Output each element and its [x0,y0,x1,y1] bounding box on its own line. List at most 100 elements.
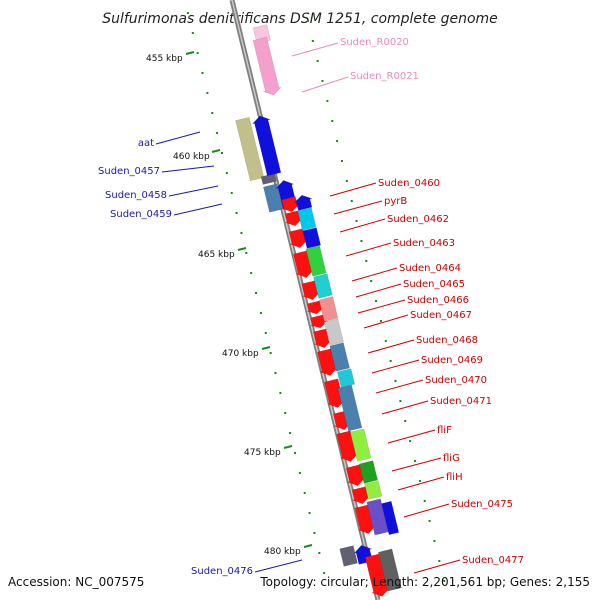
kbp-marker-label: 455 kbp [146,54,183,64]
gene-feature [377,548,402,592]
genome-summary-text: Topology: circular; Length: 2,201,561 bp… [259,575,590,589]
tick-mark [274,372,277,374]
gene-label: Suden_0457 [98,166,160,177]
label-leader-line [355,283,402,298]
gene-label: Suden_0475 [451,499,513,510]
tick-mark [303,492,306,494]
gene-feature [336,368,356,388]
label-leader-line [301,76,349,93]
kbp-scale: 455 kbp 460 kbp 465 kbp 470 kbp 475 kbp 480 k… [146,51,313,557]
tick-mark [365,260,368,262]
tick-mark [404,420,407,422]
rna-feature [252,36,282,96]
label-leader-line [339,218,386,233]
tick-track [186,12,446,582]
gene-label: Suden_0476 [191,566,253,577]
label-leader-line [387,429,436,444]
gene-label: fliF [437,425,452,436]
tick-mark [360,240,363,242]
tick-mark [259,312,262,314]
gene-label: Suden_0471 [430,396,492,407]
tick-mark [340,160,343,162]
gene-label: Suden_0466 [407,295,469,306]
kbp-tick [261,346,271,350]
gene-label: Suden_0469 [421,355,483,366]
gene-feature [364,480,383,500]
gene-labels: aat Suden_0457 Suden_0458 Suden_0459 Suden_0… [98,37,524,577]
tick-mark [326,100,329,102]
tick-mark [269,352,272,354]
kbp-tick [283,445,293,449]
tick-mark [220,152,223,154]
tick-mark [336,140,339,142]
tick-mark [350,200,353,202]
label-leader-line [173,203,223,216]
tick-mark [318,552,321,554]
kbp-tick [211,149,221,153]
gene-feature [293,194,313,211]
label-leader-line [345,242,392,257]
tick-mark [423,500,426,502]
accession-text: Accession: NC_007575 [8,575,144,589]
label-leader-line [363,314,409,329]
gene-feature [358,460,378,484]
label-leader-line [329,182,377,197]
kbp-tick [185,51,195,55]
label-leader-line [168,185,219,197]
gene-feature [305,245,327,277]
tick-mark [240,232,243,234]
tick-mark [235,212,238,214]
tick-mark [306,20,309,22]
tick-mark [264,332,267,334]
tick-mark [186,12,189,14]
kbp-tick [237,247,247,251]
tick-mark [345,180,348,182]
gene-label: Suden_R0021 [350,71,419,82]
label-leader-line [161,165,215,173]
tick-mark [196,52,199,54]
tick-mark [331,120,334,122]
tick-mark [245,252,248,254]
tick-mark [428,520,431,522]
gene-feature [235,116,265,182]
tick-mark [211,112,214,114]
tick-mark [355,220,358,222]
tick-mark [293,452,296,454]
label-leader-line [367,339,415,354]
tick-mark [191,32,194,34]
gene-label: fliG [443,453,460,464]
tick-mark [225,172,228,174]
gene-label: Suden_0470 [425,375,487,386]
tick-mark [284,412,287,414]
label-leader-line [155,131,201,145]
gene-label: pyrB [384,196,407,207]
gene-feature [251,115,282,177]
gene-feature [329,342,350,372]
gene-label: Suden_0459 [110,209,172,220]
gene-feature [313,273,333,299]
gene-feature [318,296,339,322]
label-leader-line [403,503,450,518]
gene-label: Suden_0464 [399,263,461,274]
tick-mark [370,280,373,282]
label-leader-line [291,42,339,57]
label-leader-line [391,457,442,472]
gene-feature [337,384,363,432]
label-leaders [155,42,461,574]
gene-feature [349,428,372,462]
label-leader-line [351,267,398,282]
tick-mark [321,80,324,82]
feature-track [235,24,402,597]
gene-feature [288,228,309,249]
gene-label: Suden_0467 [410,310,472,321]
kbp-marker-label: 465 kbp [198,250,235,260]
tick-mark [216,132,219,134]
gene-feature [381,500,400,536]
tick-mark [279,392,282,394]
tick-mark [394,380,397,382]
tick-mark [316,60,319,62]
tick-mark [384,340,387,342]
label-leader-line [375,379,424,394]
